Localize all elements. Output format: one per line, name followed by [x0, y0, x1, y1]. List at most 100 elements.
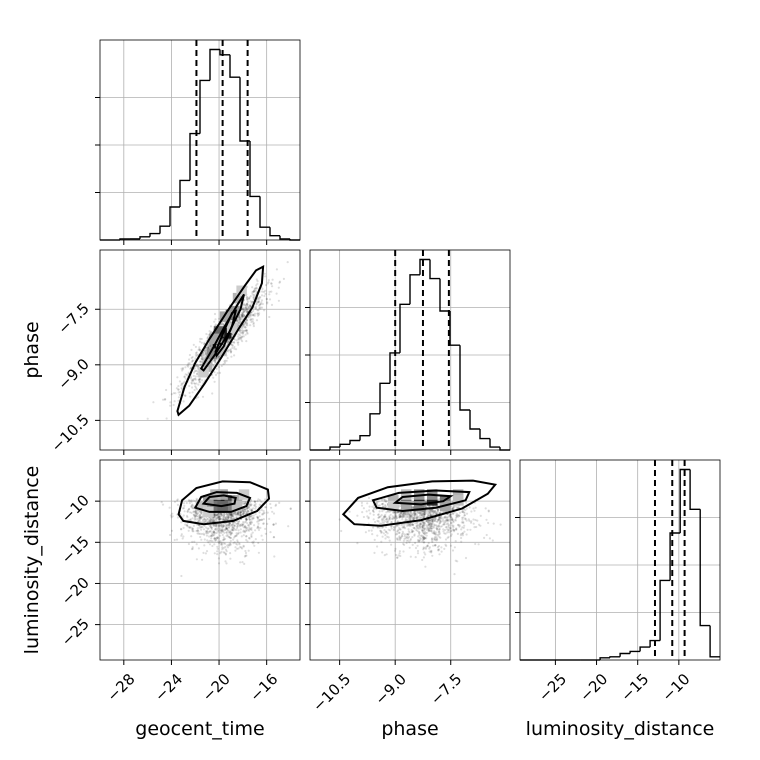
- scatter-point: [200, 337, 203, 341]
- scatter-point: [230, 513, 233, 516]
- x-axis-label-luminosity-distance: luminosity_distance: [526, 718, 715, 740]
- scatter-point: [257, 301, 260, 304]
- scatter-point: [207, 346, 210, 349]
- histogram-bin: [409, 274, 420, 305]
- scatter-point: [247, 506, 250, 509]
- scatter-point: [227, 350, 230, 353]
- scatter-point: [430, 527, 433, 530]
- scatter-point: [214, 361, 217, 364]
- scatter-point: [451, 512, 454, 515]
- scatter-point: [241, 524, 244, 527]
- histogram-bin: [229, 54, 240, 78]
- scatter-point: [256, 314, 259, 317]
- scatter-point: [398, 505, 401, 508]
- scatter-point: [197, 364, 200, 367]
- scatter-point: [264, 284, 268, 287]
- scatter-point: [394, 547, 397, 551]
- scatter-point: [278, 280, 282, 283]
- scatter-point: [451, 506, 455, 510]
- scatter-point: [402, 526, 405, 529]
- scatter-point: [241, 332, 244, 335]
- scatter-point: [209, 345, 212, 348]
- scatter-point: [205, 526, 208, 529]
- scatter-point: [385, 520, 388, 523]
- panel-frame: [519, 459, 721, 661]
- scatter-point: [472, 507, 475, 510]
- scatter-point: [375, 502, 378, 505]
- scatter-point: [414, 512, 417, 515]
- scatter-point: [239, 318, 242, 321]
- scatter-point: [165, 388, 168, 392]
- scatter-point: [250, 533, 253, 536]
- scatter-point: [235, 547, 239, 550]
- scatter-point: [253, 500, 257, 503]
- scatter-point: [429, 512, 432, 516]
- scatter-point: [460, 540, 463, 543]
- scatter-point: [146, 417, 149, 420]
- scatter-point: [428, 523, 431, 526]
- scatter-point: [390, 543, 393, 546]
- scatter-point: [242, 523, 245, 526]
- scatter-point: [392, 525, 395, 529]
- contour-level-3: [201, 494, 237, 508]
- scatter-point: [210, 518, 213, 521]
- scatter-point: [182, 502, 186, 505]
- scatter-point: [243, 531, 247, 534]
- scatter-point: [410, 528, 413, 532]
- scatter-point: [414, 513, 417, 516]
- scatter-point: [176, 516, 179, 519]
- scatter-point: [430, 527, 433, 530]
- scatter-point: [421, 512, 424, 515]
- scatter-point: [407, 524, 410, 527]
- scatter-point: [212, 519, 215, 522]
- scatter-point: [256, 298, 259, 301]
- scatter-point: [404, 518, 407, 521]
- scatter-point: [194, 514, 197, 517]
- scatter-point: [226, 515, 229, 518]
- scatter-point: [393, 528, 396, 531]
- scatter-point: [256, 516, 259, 519]
- scatter-point: [461, 518, 464, 521]
- scatter-point: [217, 317, 221, 320]
- scatter-point: [190, 535, 193, 538]
- scatter-point: [408, 513, 411, 516]
- scatter-point: [251, 286, 254, 289]
- scatter-point: [405, 522, 408, 525]
- scatter-point: [430, 524, 433, 528]
- scatter-point: [448, 515, 451, 519]
- scatter-point: [450, 533, 453, 536]
- scatter-point: [262, 522, 265, 525]
- scatter-point: [230, 523, 233, 527]
- scatter-point: [235, 516, 238, 519]
- scatter-point: [194, 365, 197, 368]
- scatter-point: [417, 524, 420, 527]
- scatter-point: [216, 529, 219, 532]
- scatter-point: [198, 517, 201, 520]
- scatter-point: [461, 526, 464, 529]
- scatter-point: [439, 517, 442, 520]
- scatter-point: [245, 311, 248, 314]
- scatter-point: [213, 531, 216, 534]
- scatter-point: [245, 310, 249, 313]
- scatter-point: [228, 526, 231, 529]
- scatter-point: [414, 556, 417, 559]
- scatter-point: [229, 515, 232, 518]
- scatter-point: [250, 508, 253, 511]
- scatter-point: [249, 300, 252, 303]
- scatter-point: [214, 360, 217, 363]
- scatter-point: [212, 524, 215, 527]
- scatter-point: [259, 302, 263, 305]
- scatter-point: [356, 514, 359, 517]
- scatter-point: [439, 511, 442, 514]
- scatter-point: [218, 515, 221, 519]
- scatter-point: [257, 498, 260, 501]
- scatter-point: [199, 349, 202, 352]
- scatter-point: [433, 544, 437, 547]
- scatter-point: [200, 511, 203, 514]
- scatter-point: [429, 522, 432, 525]
- scatter-point: [219, 531, 222, 534]
- scatter-point: [433, 511, 436, 514]
- scatter-point: [245, 329, 248, 332]
- scatter-point: [433, 532, 436, 535]
- scatter-point: [472, 522, 475, 525]
